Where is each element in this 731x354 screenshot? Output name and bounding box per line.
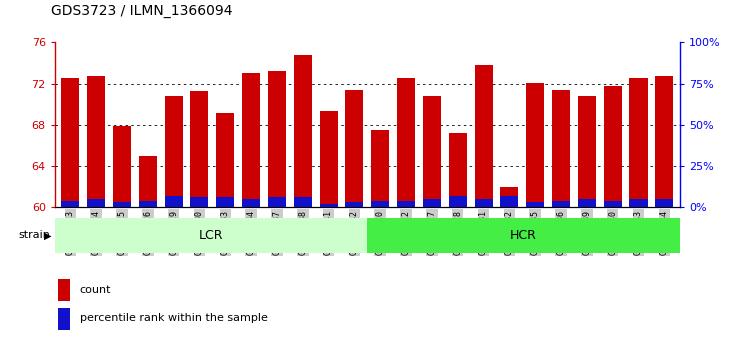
Bar (294, 197, 312, 207)
Text: strain: strain (18, 230, 50, 240)
Bar (552, 200, 570, 207)
Bar (500, 187, 518, 207)
Bar (449, 195, 467, 207)
Bar (190, 91, 208, 207)
Bar (61, 79, 80, 207)
Bar (319, 112, 338, 207)
Bar (319, 204, 338, 207)
Bar (139, 156, 157, 207)
Bar (423, 199, 441, 207)
Bar (526, 82, 545, 207)
Bar (423, 96, 441, 207)
Bar (87, 76, 105, 207)
Bar (55, 218, 367, 253)
Bar (61, 200, 80, 207)
Bar (58, 279, 70, 301)
Bar (577, 199, 596, 207)
Bar (552, 90, 570, 207)
Text: percentile rank within the sample: percentile rank within the sample (80, 313, 268, 324)
Bar (577, 96, 596, 207)
Bar (371, 200, 390, 207)
Text: GDS3723 / ILMN_1366094: GDS3723 / ILMN_1366094 (51, 4, 232, 18)
Bar (216, 197, 235, 207)
Bar (526, 202, 545, 207)
Bar (604, 86, 622, 207)
Bar (371, 130, 390, 207)
Bar (500, 195, 518, 207)
Bar (449, 133, 467, 207)
Bar (629, 199, 648, 207)
Bar (655, 199, 673, 207)
Bar (113, 126, 131, 207)
Text: HCR: HCR (510, 229, 537, 242)
Bar (87, 199, 105, 207)
Bar (655, 76, 673, 207)
Bar (604, 200, 622, 207)
Bar (345, 202, 363, 207)
Bar (216, 114, 235, 207)
Bar (474, 65, 493, 207)
Bar (139, 200, 157, 207)
Bar (397, 200, 415, 207)
Text: LCR: LCR (199, 229, 224, 242)
Bar (58, 308, 70, 330)
Bar (345, 90, 363, 207)
Bar (268, 197, 286, 207)
Text: ▶: ▶ (44, 230, 51, 240)
Bar (294, 55, 312, 207)
Bar (113, 202, 131, 207)
Bar (164, 96, 183, 207)
Bar (242, 73, 260, 207)
Bar (629, 79, 648, 207)
Bar (397, 79, 415, 207)
Bar (474, 199, 493, 207)
Bar (367, 218, 680, 253)
Bar (242, 199, 260, 207)
Text: count: count (80, 285, 111, 295)
Bar (164, 195, 183, 207)
Bar (190, 197, 208, 207)
Bar (268, 71, 286, 207)
